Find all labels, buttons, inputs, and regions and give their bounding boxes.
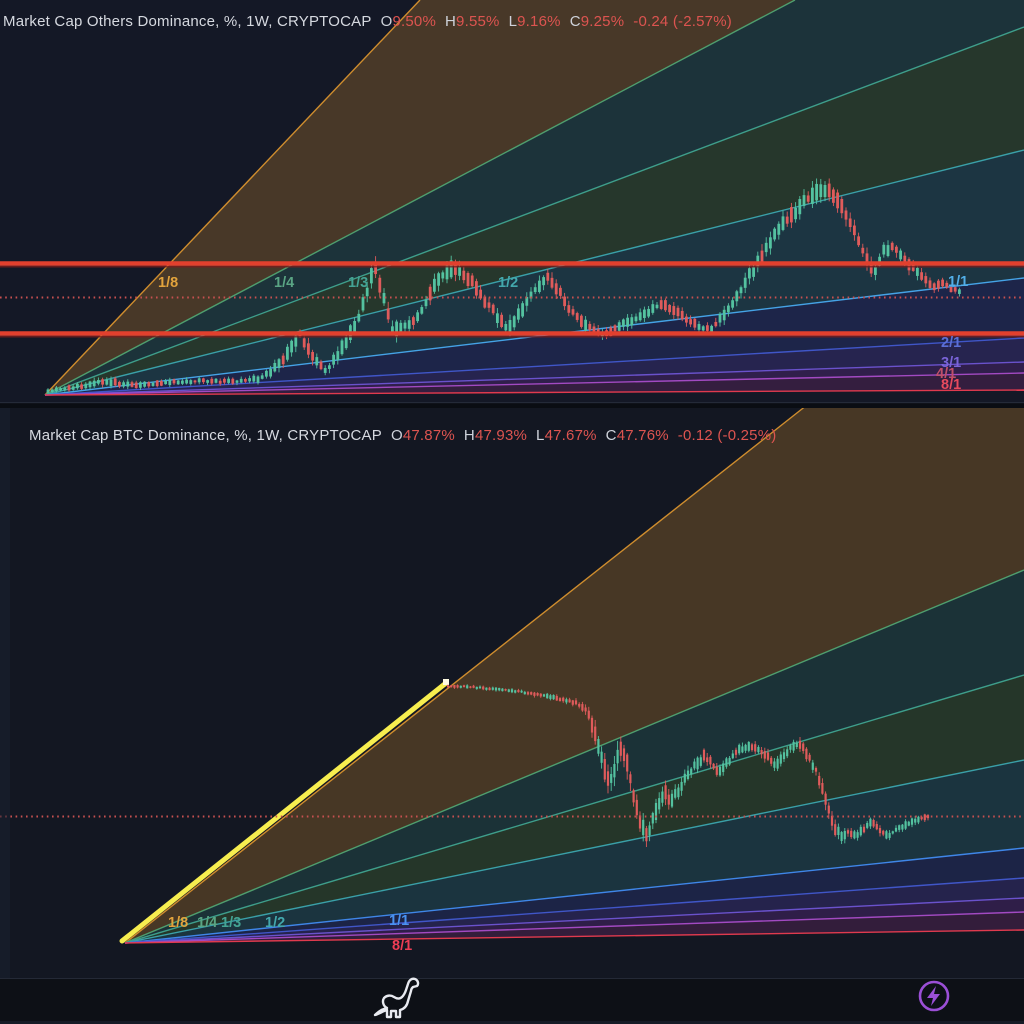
line-handle [443,679,449,685]
pane-divider [0,402,1024,978]
gann-line-8/1[interactable] [124,929,1024,944]
gann-line-1/8[interactable] [124,404,808,944]
gann-line-1/1[interactable] [124,847,1024,944]
gann-label-2/1: 2/1 [941,335,961,351]
gann-line-1/4[interactable] [124,569,1024,944]
gann-line-1/2[interactable] [124,759,1024,944]
gann-label-4/1: 4/1 [936,366,956,382]
gann-fill [125,405,1024,943]
gann-label-1/1: 1/1 [389,913,409,929]
gann-line-x[interactable] [124,877,1024,944]
gann-line-2/1[interactable] [44,337,1024,396]
gann-label-8/1: 8/1 [392,938,412,954]
candlestick-series [446,684,930,848]
gann-label-1/2: 1/2 [498,275,518,291]
gann-label-1/3: 1/3 [348,275,368,291]
gann-line-3/1[interactable] [44,361,1024,396]
bottom-toolbar [0,978,1024,1024]
highlighted-trend-line[interactable] [119,680,449,944]
gann-line-1/3[interactable] [124,674,1024,944]
gann-label-1/4: 1/4 [274,275,294,291]
btc-dominance-panel: 1/8 1/4 1/3 1/2 1/1 8/1 [0,404,1024,978]
gann-line-8/1[interactable] [44,389,1024,396]
gann-label-1/1: 1/1 [948,274,968,290]
gann-line-1/2[interactable] [44,149,1024,396]
bottom-edge-strip [0,1021,1024,1024]
gann-line-1/4[interactable] [44,0,796,396]
gann-line-x[interactable] [124,911,1024,944]
gann-line-4/1[interactable] [44,372,1024,396]
gann-label-3/1: 3/1 [941,355,961,371]
lightning-icon[interactable] [915,977,953,1015]
gann-line-1/8[interactable] [44,0,421,396]
dino-icon[interactable] [370,976,426,1022]
gann-label-1/2: 1/2 [265,915,285,931]
gann-label-1/8: 1/8 [168,915,188,931]
gann-label-1/4: 1/4 [197,915,217,931]
others-dominance-panel: 1/8 1/4 1/3 1/2 1/1 2/1 3/14/18/1 [0,0,1024,403]
gann-label-1/8: 1/8 [158,275,178,291]
gann-label-8/1: 8/1 [941,377,961,393]
gann-label-1/3: 1/3 [221,915,241,931]
gann-line-x[interactable] [124,897,1024,944]
gann-fill [45,0,1024,395]
